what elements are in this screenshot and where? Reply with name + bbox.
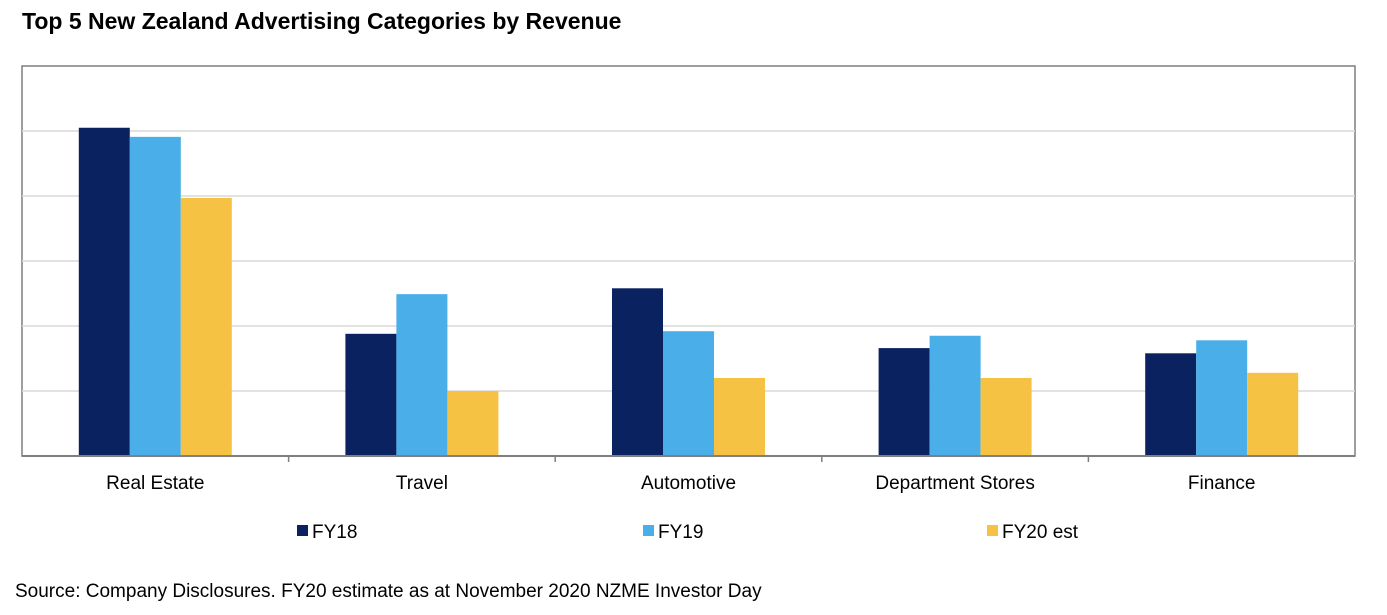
bar-fy18 [878,348,930,456]
category-label: Finance [1188,473,1256,494]
bar-fy18 [612,288,663,456]
bar-fy20-est [180,197,232,456]
bar-fy19 [129,136,181,456]
bar-fy20-est [1247,372,1299,456]
bar-fy18 [78,127,130,456]
bar-fy19 [663,331,714,456]
legend-swatch [643,525,654,536]
bar-fy20-est [980,378,1032,456]
category-label: Department Stores [875,473,1034,494]
bar-fy19 [929,335,981,456]
bar-fy19 [1196,340,1248,456]
category-label: Real Estate [106,473,204,494]
legend-swatch [987,525,998,536]
legend-label: FY19 [658,522,703,543]
legend-label: FY20 est [1002,522,1079,543]
bar-fy20-est [447,391,499,456]
source-note: Source: Company Disclosures. FY20 estima… [15,581,762,602]
bar-fy19 [396,294,448,456]
legend-swatch [297,525,308,536]
bar-fy18 [345,333,397,456]
chart-title: Top 5 New Zealand Advertising Categories… [22,8,622,34]
category-label: Travel [396,473,448,494]
bar-fy20-est [714,378,765,456]
legend-label: FY18 [312,522,357,543]
category-label: Automotive [641,473,736,494]
bar-fy18 [1145,353,1197,456]
